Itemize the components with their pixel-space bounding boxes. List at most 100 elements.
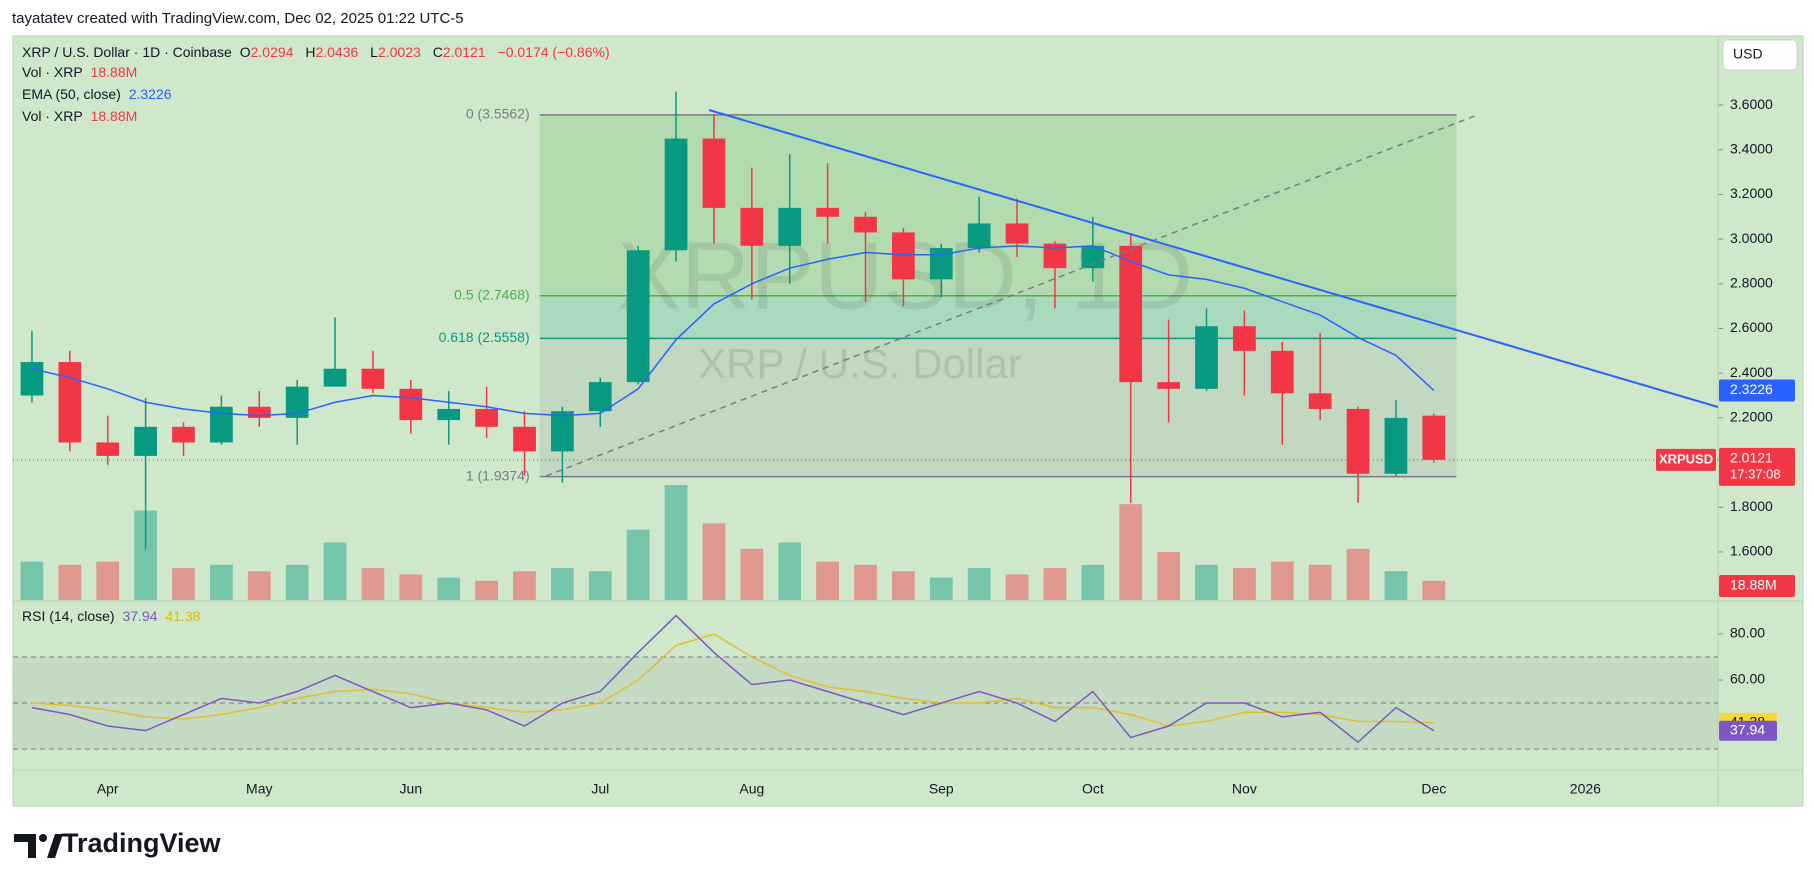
volume-bar — [929, 577, 953, 600]
candle-body — [664, 138, 688, 251]
x-tick-label: Jul — [591, 781, 609, 797]
ohlc-value: 2.0121 — [442, 44, 486, 60]
volume-bar — [475, 580, 498, 600]
ohlc-key: O — [239, 44, 251, 60]
ohlc-key: L — [370, 44, 378, 60]
y-tick-label: 2.2000 — [1730, 409, 1773, 425]
y-tick-label: 3.6000 — [1730, 96, 1773, 112]
ohlc: C2.0121 — [433, 44, 490, 60]
title: XRP / U.S. Dollar · 1D · Coinbase — [22, 44, 232, 60]
currency[interactable]: USD — [1733, 46, 1763, 62]
volume-bar — [1195, 564, 1218, 600]
credit: tayatatev created with TradingView.com, … — [12, 10, 464, 27]
y-tick-label: 2.4000 — [1730, 364, 1773, 380]
candle-body — [247, 406, 271, 418]
candle-body — [816, 207, 839, 217]
volume-bar — [854, 564, 877, 600]
volume-bar — [210, 564, 233, 600]
candle-body — [854, 216, 877, 233]
candle-body — [1005, 223, 1029, 244]
volume-bar — [551, 568, 574, 600]
ohlc-key: C — [432, 44, 443, 60]
candle-body — [1346, 408, 1370, 474]
candle-body — [1422, 415, 1446, 460]
candle-body — [551, 411, 574, 452]
ema-name: EMA (50, close) — [22, 86, 121, 102]
volume-bar — [437, 577, 461, 600]
candle-body — [20, 362, 44, 396]
volume-name: Vol · XRP — [22, 108, 83, 124]
price-box — [1719, 447, 1795, 486]
x-tick-label: Aug — [739, 781, 764, 797]
x-tick-label: Apr — [97, 781, 119, 797]
volume-bar — [1157, 552, 1180, 600]
candle-body — [702, 138, 726, 208]
legend-rsi: RSI (14, close) 37.94 41.38 — [22, 608, 204, 624]
candle-body — [929, 248, 953, 280]
candle-body — [361, 368, 385, 389]
volume-bar — [626, 529, 650, 600]
logo-dot — [39, 834, 47, 842]
volume-bar — [399, 574, 423, 600]
candle-body — [1157, 382, 1180, 389]
volume-label: 18.88M — [1730, 577, 1777, 593]
candle-body — [967, 223, 991, 249]
ema-box — [1719, 379, 1795, 402]
ohlc-value: 2.0294 — [250, 44, 294, 60]
volume-bar — [513, 571, 536, 600]
fib-label: 0.5 (2.7468) — [454, 286, 530, 302]
x-tick-label: Nov — [1232, 781, 1257, 797]
x-tick-label: Jun — [400, 781, 423, 797]
watermark-description: XRP / U.S. Dollar — [698, 340, 1022, 387]
change: −0.0174 (−0.86%) — [497, 44, 610, 60]
volume-bar — [1081, 564, 1105, 600]
volume-bar — [1119, 504, 1143, 600]
legend-ema: EMA (50, close) 2.3226 — [22, 86, 176, 102]
volume-bar — [361, 568, 385, 600]
candle-body — [210, 406, 233, 443]
candle-body — [892, 232, 915, 280]
candle-body — [58, 362, 82, 443]
logo-mark — [14, 834, 36, 858]
candle-body — [1384, 417, 1408, 474]
volume-bar — [1308, 564, 1332, 600]
ohlc: L2.0023 — [370, 44, 425, 60]
ema-label: 2.3226 — [1730, 381, 1773, 397]
plot-layer — [13, 91, 1718, 750]
volume-bar — [323, 542, 347, 600]
volume-bar — [967, 568, 991, 600]
volume-bar — [247, 571, 271, 600]
fib-trend-line — [545, 114, 1478, 477]
rsi-value: 37.94 — [122, 608, 158, 624]
candle-body — [513, 426, 536, 452]
ohlc: O2.0294 — [240, 44, 298, 60]
fib-label: 0 (3.5562) — [466, 106, 530, 122]
candle-body — [1081, 245, 1105, 269]
logo-slash — [47, 834, 63, 858]
volume-bar — [134, 510, 157, 600]
y-tick-label: 1.6000 — [1730, 543, 1773, 559]
candle-body — [1119, 245, 1143, 383]
trend-line — [708, 109, 1719, 408]
fib-zone — [539, 295, 1457, 339]
y-tick-label: 3.4000 — [1730, 140, 1773, 156]
volume-bar — [1346, 548, 1370, 600]
volume-bar — [1233, 568, 1256, 600]
volume-value: 18.88M — [90, 108, 138, 124]
legend-main: XRP / U.S. Dollar · 1D · Coinbase O2.029… — [22, 44, 614, 60]
candle-body — [96, 442, 120, 456]
fib-layer: 0 (3.5562) 0.5 (2.7468) 0.618 (2.5558) 1 (1… — [439, 106, 1457, 483]
y-tick-label: 2.8000 — [1730, 275, 1773, 291]
countdown: 17:37:08 — [1730, 466, 1781, 481]
brand-logo — [14, 834, 63, 858]
candle-body — [475, 408, 498, 427]
ema-value: 2.3226 — [128, 86, 172, 102]
volume-name: Vol · XRP — [22, 64, 83, 80]
fib-label: 0.618 (2.5558) — [439, 329, 530, 345]
currency-box[interactable] — [1722, 39, 1798, 71]
volume-bar — [1005, 574, 1029, 600]
fib-zone — [539, 338, 1457, 477]
volume-bar — [664, 485, 688, 600]
